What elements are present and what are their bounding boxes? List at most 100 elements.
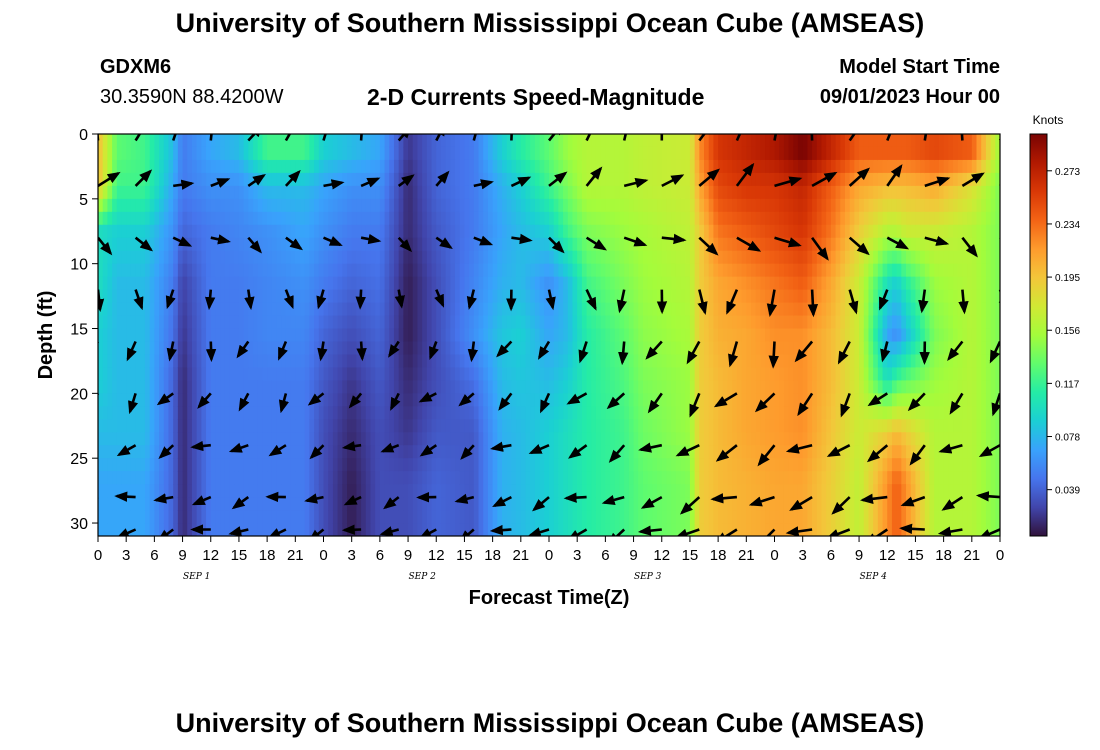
heatmap-cell <box>177 484 184 498</box>
heatmap-cell <box>689 250 696 265</box>
heatmap-cell <box>135 445 141 459</box>
heatmap-cell <box>267 185 273 200</box>
heatmap-cell <box>469 380 475 394</box>
heatmap-cell <box>365 276 372 291</box>
heatmap-cell <box>807 393 813 407</box>
heatmap-cell <box>328 380 334 394</box>
heatmap-cell <box>567 341 574 356</box>
heatmap-cell <box>450 172 456 187</box>
heatmap-cell <box>506 237 513 252</box>
heatmap-cell <box>154 315 160 330</box>
heatmap-cell <box>267 523 273 536</box>
heatmap-cell <box>248 523 254 536</box>
heatmap-cell <box>525 315 531 330</box>
heatmap-cell <box>671 328 677 343</box>
heatmap-cell <box>704 471 710 485</box>
heatmap-cell <box>393 432 400 446</box>
heatmap-cell <box>220 393 226 407</box>
heatmap-cell <box>849 172 855 187</box>
heatmap-cell <box>182 211 188 226</box>
heatmap-cell <box>675 471 682 485</box>
heatmap-cell <box>455 393 461 407</box>
heatmap-cell <box>666 224 672 239</box>
heatmap-cell <box>135 471 141 485</box>
heatmap-cell <box>398 510 404 524</box>
heatmap-cell <box>666 276 672 291</box>
heatmap-cell <box>112 185 118 200</box>
heatmap-cell <box>431 406 437 420</box>
heatmap-cell <box>581 237 588 252</box>
heatmap-cell <box>248 471 254 485</box>
heatmap-cell <box>168 393 174 407</box>
heatmap-cell <box>459 134 466 148</box>
heatmap-cell <box>300 406 306 420</box>
heatmap-cell <box>840 134 846 148</box>
heatmap-cell <box>314 146 320 161</box>
heatmap-cell <box>844 263 851 278</box>
heatmap-cell <box>361 315 367 330</box>
heatmap-cell <box>849 380 855 394</box>
heatmap-cell <box>844 211 851 226</box>
heatmap-cell <box>502 510 508 524</box>
heatmap-cell <box>422 159 428 174</box>
heatmap-cell <box>793 224 799 239</box>
heatmap-cell <box>426 159 433 174</box>
heatmap-cell <box>431 237 437 252</box>
heatmap-cell <box>149 146 155 161</box>
heatmap-cell <box>323 393 329 407</box>
heatmap-cell <box>779 302 785 317</box>
heatmap-cell <box>713 146 719 161</box>
heatmap-cell <box>257 523 264 536</box>
heatmap-cell <box>812 146 818 161</box>
heatmap-cell <box>779 315 785 330</box>
heatmap-cell <box>675 406 682 420</box>
heatmap-cell <box>469 134 475 148</box>
heatmap-cell <box>144 419 151 433</box>
heatmap-cell <box>722 328 729 343</box>
heatmap-cell <box>751 250 757 265</box>
heatmap-cell <box>323 211 329 226</box>
heatmap-cell <box>633 134 639 148</box>
heatmap-cell <box>295 159 301 174</box>
heatmap-cell <box>346 367 353 381</box>
heatmap-cell <box>779 289 785 304</box>
heatmap-cell <box>506 445 513 459</box>
heatmap-cell <box>328 302 334 317</box>
heatmap-cell <box>478 315 484 330</box>
heatmap-cell <box>675 315 682 330</box>
heatmap-cell <box>722 302 729 317</box>
heatmap-cell <box>210 497 217 511</box>
heatmap-cell <box>361 471 367 485</box>
heatmap-cell <box>511 510 517 524</box>
heatmap-cell <box>300 134 306 148</box>
heatmap-cell <box>295 185 301 200</box>
heatmap-cell <box>779 393 785 407</box>
heatmap-cell <box>671 263 677 278</box>
heatmap-cell <box>591 211 597 226</box>
heatmap-cell <box>107 523 113 536</box>
heatmap-cell <box>262 185 268 200</box>
heatmap-cell <box>469 198 475 213</box>
heatmap-cell <box>159 419 165 433</box>
heatmap-cell <box>267 445 273 459</box>
heatmap-cell <box>478 224 484 239</box>
heatmap-cell <box>356 172 362 187</box>
model-start-value: 09/01/2023 Hour 00 <box>819 86 1000 108</box>
heatmap-cell <box>408 198 414 213</box>
heatmap-cell <box>797 302 804 317</box>
heatmap-cell <box>304 263 311 278</box>
heatmap-cell <box>689 523 696 536</box>
heatmap-cell <box>248 380 254 394</box>
heatmap-cell <box>243 432 249 446</box>
heatmap-cell <box>417 484 423 498</box>
heatmap-cell <box>431 134 437 148</box>
heatmap-cell <box>807 510 813 524</box>
heatmap-cell <box>595 289 602 304</box>
heatmap-cell <box>497 263 503 278</box>
heatmap-cell <box>426 146 433 161</box>
heatmap-cell <box>708 159 715 174</box>
heatmap-cell <box>751 510 757 524</box>
heatmap-cell <box>657 380 663 394</box>
heatmap-cell <box>149 185 155 200</box>
heatmap-cell <box>722 289 729 304</box>
